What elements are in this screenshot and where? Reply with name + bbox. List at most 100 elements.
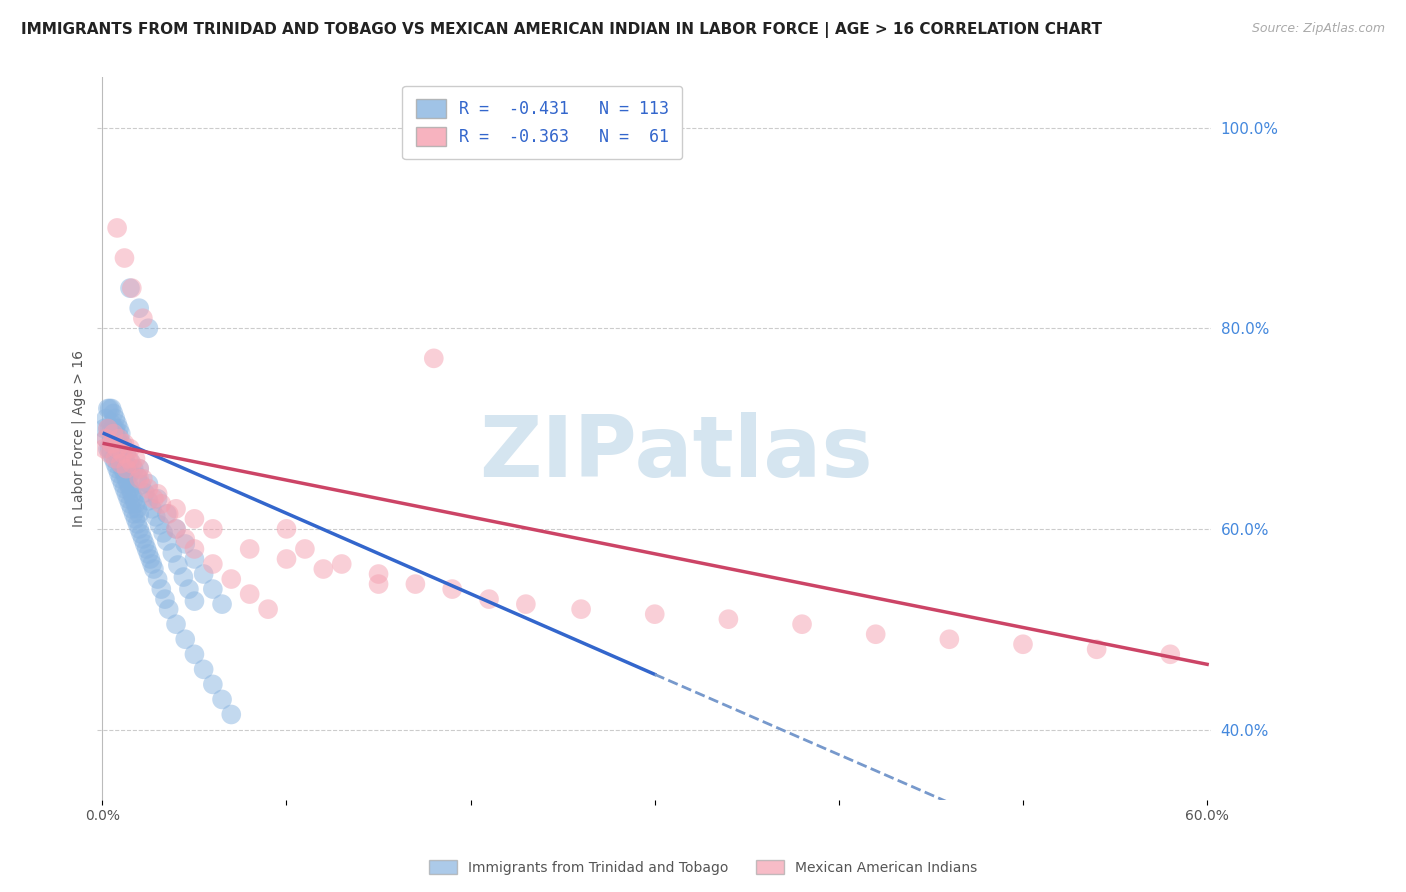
Point: [118, 467, 141, 481]
Point: [153, 592, 176, 607]
Point: [105, 442, 128, 456]
Point: [201, 677, 224, 691]
Point: [157, 602, 180, 616]
Point: [118, 453, 141, 467]
Point: [103, 426, 125, 441]
Point: [183, 594, 205, 608]
Point: [115, 461, 138, 475]
Point: [103, 421, 125, 435]
Point: [118, 442, 141, 456]
Point: [121, 281, 143, 295]
Point: [114, 436, 136, 450]
Point: [121, 457, 143, 471]
Point: [122, 507, 145, 521]
Point: [105, 417, 128, 431]
Point: [146, 491, 169, 506]
Point: [93, 442, 115, 456]
Point: [97, 421, 120, 435]
Point: [174, 537, 197, 551]
Point: [193, 567, 215, 582]
Point: [150, 582, 173, 596]
Point: [104, 426, 127, 441]
Point: [312, 562, 335, 576]
Point: [115, 457, 138, 471]
Point: [98, 401, 121, 416]
Point: [138, 476, 160, 491]
Point: [165, 617, 187, 632]
Point: [367, 567, 389, 582]
Point: [108, 436, 131, 450]
Point: [239, 587, 262, 601]
Point: [105, 221, 128, 235]
Point: [167, 558, 190, 572]
Point: [94, 411, 117, 425]
Point: [105, 461, 128, 475]
Point: [219, 707, 242, 722]
Point: [156, 507, 179, 521]
Point: [115, 472, 138, 486]
Point: [100, 436, 122, 450]
Point: [330, 557, 353, 571]
Point: [145, 509, 167, 524]
Point: [148, 517, 170, 532]
Point: [110, 457, 132, 471]
Text: Source: ZipAtlas.com: Source: ZipAtlas.com: [1251, 22, 1385, 36]
Point: [172, 570, 194, 584]
Point: [104, 442, 127, 456]
Point: [132, 311, 155, 326]
Point: [98, 447, 121, 461]
Point: [121, 487, 143, 501]
Point: [103, 407, 125, 421]
Point: [128, 461, 150, 475]
Point: [367, 577, 389, 591]
Point: [104, 451, 127, 466]
Point: [193, 662, 215, 676]
Point: [111, 476, 134, 491]
Point: [134, 537, 156, 551]
Point: [97, 401, 120, 416]
Point: [115, 487, 138, 501]
Point: [110, 442, 132, 456]
Text: ZIPatlas: ZIPatlas: [479, 411, 873, 494]
Point: [174, 632, 197, 647]
Point: [117, 451, 139, 466]
Point: [165, 501, 187, 516]
Point: [132, 472, 155, 486]
Point: [100, 417, 122, 431]
Point: [128, 507, 150, 521]
Point: [117, 491, 139, 506]
Point: [569, 602, 592, 616]
Point: [100, 432, 122, 446]
Point: [108, 451, 131, 466]
Point: [111, 447, 134, 461]
Point: [105, 447, 128, 461]
Point: [127, 516, 149, 531]
Point: [132, 532, 155, 546]
Point: [211, 692, 233, 706]
Point: [121, 501, 143, 516]
Point: [644, 607, 666, 622]
Point: [110, 457, 132, 471]
Point: [124, 512, 146, 526]
Point: [276, 522, 298, 536]
Point: [183, 512, 205, 526]
Point: [165, 522, 187, 536]
Point: [108, 432, 131, 446]
Point: [1085, 642, 1108, 657]
Point: [94, 432, 117, 446]
Point: [94, 432, 117, 446]
Point: [110, 426, 132, 441]
Point: [104, 421, 127, 435]
Point: [219, 572, 242, 586]
Point: [141, 501, 163, 516]
Point: [111, 437, 134, 451]
Point: [122, 461, 145, 475]
Point: [183, 541, 205, 556]
Point: [115, 445, 138, 459]
Point: [108, 429, 131, 443]
Point: [117, 476, 139, 491]
Point: [276, 552, 298, 566]
Point: [150, 497, 173, 511]
Point: [183, 552, 205, 566]
Point: [118, 281, 141, 295]
